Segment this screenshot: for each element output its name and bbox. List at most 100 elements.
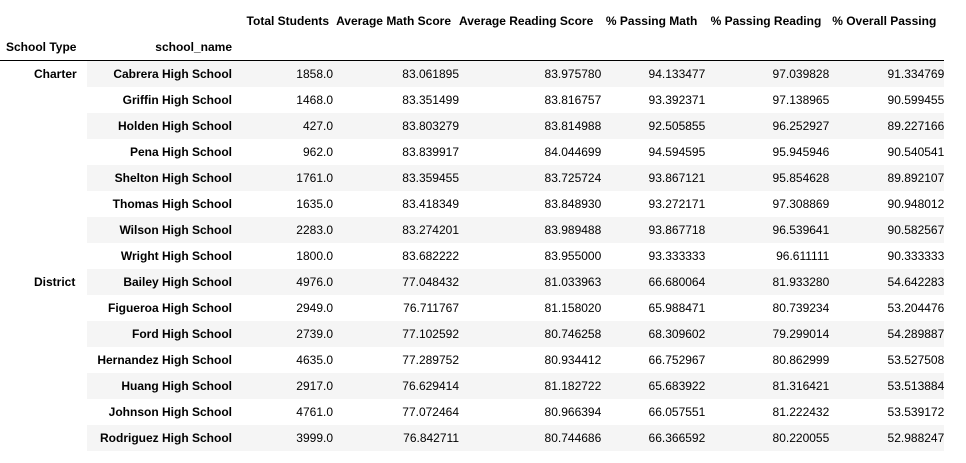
value-cell: 54.642283 [829,269,945,295]
value-cell: 83.274201 [333,217,459,243]
value-cell: 89.227166 [829,113,945,139]
value-cell: 53.204476 [829,295,945,321]
header-blank [829,34,945,61]
value-cell: 81.316421 [705,373,830,399]
header-blank [601,34,706,61]
value-cell: 53.513884 [829,373,945,399]
value-cell: 80.862999 [705,347,830,373]
value-cell: 53.539172 [829,399,945,425]
value-cell: 96.611111 [705,243,830,269]
value-cell: 66.752967 [601,347,706,373]
school-name-cell: Bailey High School [87,269,236,295]
school-type-label: District [0,269,87,451]
column-header: % Passing Math [605,14,698,28]
value-cell: 97.138965 [705,87,830,113]
school-name-cell: Ford High School [87,321,236,347]
school-name-cell: Holden High School [87,113,236,139]
value-cell: 92.505855 [601,113,706,139]
value-cell: 80.746258 [459,321,602,347]
school-name-cell: Pena High School [87,139,236,165]
school-name-cell: Thomas High School [87,191,236,217]
value-cell: 96.252927 [705,113,830,139]
value-cell: 93.867121 [601,165,706,191]
value-cell: 1635.0 [236,191,333,217]
value-cell: 2283.0 [236,217,333,243]
table-row: Charter Cabrera High School 1858.0 83.06189… [0,60,945,269]
value-cell: 80.220055 [705,425,830,451]
value-cell: 90.948012 [829,191,945,217]
value-cell: 2949.0 [236,295,333,321]
value-cell: 93.272171 [601,191,706,217]
value-cell: 83.061895 [333,60,459,87]
value-cell: 54.289887 [829,321,945,347]
value-cell: 77.102592 [333,321,459,347]
value-cell: 96.539641 [705,217,830,243]
value-cell: 3999.0 [236,425,333,451]
value-cell: 76.842711 [333,425,459,451]
value-cell: 4761.0 [236,399,333,425]
value-cell: 83.418349 [333,191,459,217]
value-cell: 83.682222 [333,243,459,269]
header-blank [705,34,830,61]
value-cell: 91.334769 [829,60,945,87]
table-header: Total Students Average Math Score Averag… [0,8,945,61]
value-cell: 83.975780 [459,60,602,87]
header-blank [333,34,459,61]
value-cell: 93.333333 [601,243,706,269]
index-name-school-type: School Type [0,34,87,61]
value-cell: 80.739234 [705,295,830,321]
value-cell: 76.711767 [333,295,459,321]
school-name-cell: Shelton High School [87,165,236,191]
value-cell: 83.848930 [459,191,602,217]
value-cell: 97.039828 [705,60,830,87]
value-cell: 77.048432 [333,269,459,295]
table-row: Thomas High School 1635.0 83.418349 83.8489… [0,191,945,217]
school-name-cell: Wilson High School [87,217,236,243]
value-cell: 65.988471 [601,295,706,321]
value-cell: 53.527508 [829,347,945,373]
value-cell: 1858.0 [236,60,333,87]
school-name-cell: Figueroa High School [87,295,236,321]
value-cell: 427.0 [236,113,333,139]
school-name-cell: Wright High School [87,243,236,269]
table-row: Griffin High School 1468.0 83.351499 83.816… [0,87,945,113]
value-cell: 83.803279 [333,113,459,139]
table-row: Huang High School 2917.0 76.629414 81.18272… [0,373,945,399]
value-cell: 1468.0 [236,87,333,113]
column-header: % Overall Passing [832,14,937,28]
value-cell: 2739.0 [236,321,333,347]
index-name-school-name: school_name [87,34,236,61]
value-cell: 1800.0 [236,243,333,269]
value-cell: 83.359455 [333,165,459,191]
header-blank [87,8,236,34]
value-cell: 93.867718 [601,217,706,243]
value-cell: 52.988247 [829,425,945,451]
value-cell: 81.222432 [705,399,830,425]
value-cell: 95.854628 [705,165,830,191]
value-cell: 93.392371 [601,87,706,113]
value-cell: 94.133477 [601,60,706,87]
table-row: Holden High School 427.0 83.803279 83.81498… [0,113,945,139]
value-cell: 80.744686 [459,425,602,451]
value-cell: 94.594595 [601,139,706,165]
value-cell: 97.308869 [705,191,830,217]
table-row: Johnson High School 4761.0 77.072464 80.966… [0,399,945,425]
table-body: Charter Cabrera High School 1858.0 83.06189… [0,60,945,451]
value-cell: 83.955000 [459,243,602,269]
value-cell: 83.814988 [459,113,602,139]
value-cell: 66.366592 [601,425,706,451]
value-cell: 2917.0 [236,373,333,399]
school-name-cell: Griffin High School [87,87,236,113]
value-cell: 1761.0 [236,165,333,191]
value-cell: 77.072464 [333,399,459,425]
school-name-cell: Johnson High School [87,399,236,425]
value-cell: 66.057551 [601,399,706,425]
table-row: Shelton High School 1761.0 83.359455 83.725… [0,165,945,191]
table-row: Ford High School 2739.0 77.102592 80.746258… [0,321,945,347]
value-cell: 77.289752 [333,347,459,373]
school-name-cell: Huang High School [87,373,236,399]
value-cell: 89.892107 [829,165,945,191]
value-cell: 83.725724 [459,165,602,191]
value-cell: 90.540541 [829,139,945,165]
value-cell: 4976.0 [236,269,333,295]
